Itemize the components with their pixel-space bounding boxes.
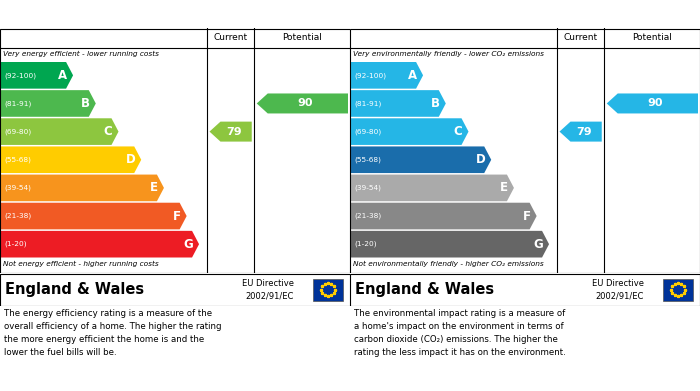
Text: (69-80): (69-80) [354,128,382,135]
Text: 90: 90 [298,99,313,108]
Text: Very environmentally friendly - lower CO₂ emissions: Very environmentally friendly - lower CO… [353,51,544,57]
Text: 79: 79 [226,127,241,136]
Text: (92-100): (92-100) [354,72,386,79]
Text: B: B [430,97,440,110]
Text: Potential: Potential [632,34,672,43]
Text: (81-91): (81-91) [354,100,382,107]
Text: Current: Current [563,34,597,43]
Text: (21-38): (21-38) [354,213,382,219]
Polygon shape [0,231,199,258]
Polygon shape [559,122,602,142]
Text: B: B [80,97,90,110]
Text: A: A [408,69,417,82]
Text: Very energy efficient - lower running costs: Very energy efficient - lower running co… [3,51,159,57]
Text: (55-68): (55-68) [354,156,381,163]
Text: England & Wales: England & Wales [355,282,494,297]
Text: (39-54): (39-54) [4,185,31,191]
Text: Energy Efficiency Rating: Energy Efficiency Rating [6,7,167,20]
Polygon shape [350,118,468,145]
Polygon shape [209,122,252,142]
Text: (1-20): (1-20) [354,241,377,248]
Polygon shape [0,118,118,145]
Text: D: D [475,153,485,166]
Polygon shape [257,93,348,113]
Text: (81-91): (81-91) [4,100,32,107]
Text: A: A [58,69,67,82]
Text: The environmental impact rating is a measure of
a home's impact on the environme: The environmental impact rating is a mea… [354,309,566,357]
Polygon shape [0,90,96,117]
Text: C: C [104,125,113,138]
Polygon shape [0,62,73,89]
Text: F: F [523,210,531,222]
Text: (55-68): (55-68) [4,156,31,163]
Text: England & Wales: England & Wales [5,282,144,297]
Bar [313,278,343,301]
Text: (1-20): (1-20) [4,241,27,248]
Polygon shape [350,203,537,230]
Text: (92-100): (92-100) [4,72,36,79]
Text: F: F [173,210,181,222]
Text: E: E [500,181,508,194]
Text: C: C [454,125,463,138]
Text: G: G [183,238,193,251]
Text: Not energy efficient - higher running costs: Not energy efficient - higher running co… [3,261,159,267]
Polygon shape [350,231,549,258]
Text: Not environmentally friendly - higher CO₂ emissions: Not environmentally friendly - higher CO… [353,261,544,267]
Bar [663,278,693,301]
Polygon shape [0,203,187,230]
Text: (21-38): (21-38) [4,213,32,219]
Text: EU Directive
2002/91/EC: EU Directive 2002/91/EC [242,279,294,300]
Polygon shape [607,93,698,113]
Text: Current: Current [213,34,247,43]
Polygon shape [0,146,141,173]
Text: Environmental Impact (CO₂) Rating: Environmental Impact (CO₂) Rating [355,7,587,20]
Text: 79: 79 [576,127,592,136]
Text: D: D [125,153,135,166]
Text: (39-54): (39-54) [354,185,381,191]
Text: E: E [150,181,158,194]
Text: G: G [533,238,543,251]
Polygon shape [350,146,491,173]
Text: (69-80): (69-80) [4,128,32,135]
Text: 90: 90 [648,99,663,108]
Polygon shape [350,62,423,89]
Polygon shape [350,90,446,117]
Text: EU Directive
2002/91/EC: EU Directive 2002/91/EC [592,279,644,300]
Text: The energy efficiency rating is a measure of the
overall efficiency of a home. T: The energy efficiency rating is a measur… [4,309,221,357]
Polygon shape [350,174,514,201]
Polygon shape [0,174,164,201]
Text: Potential: Potential [282,34,322,43]
